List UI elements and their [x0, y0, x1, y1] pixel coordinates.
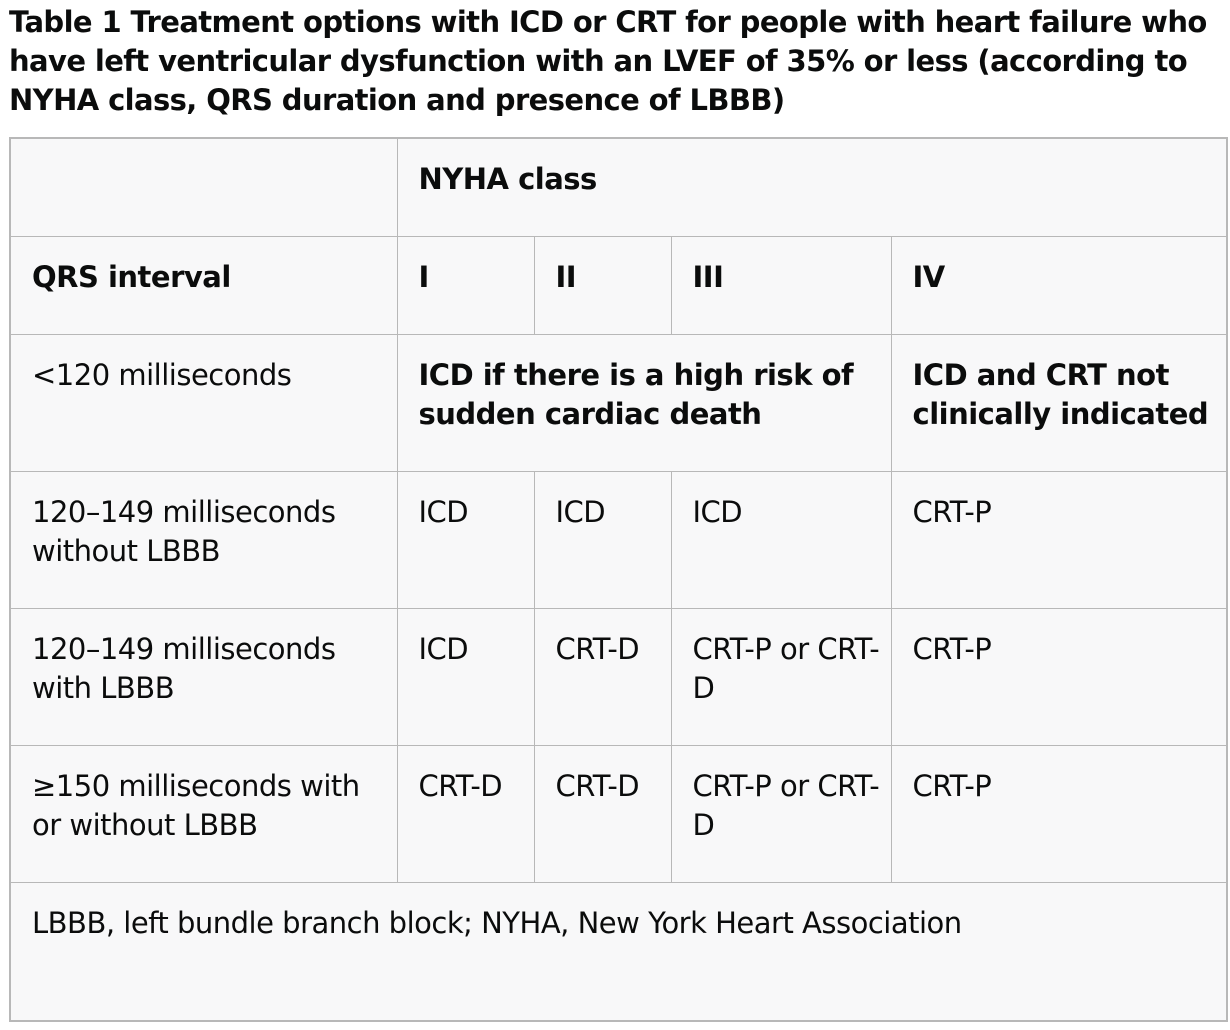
cell-class-ii: CRT-D — [533, 744, 672, 883]
class-iii-header: III — [670, 235, 892, 335]
row-label: 120–149 milliseconds with LBBB — [9, 607, 398, 746]
class-i-header: I — [396, 235, 535, 335]
class-iv-header: IV — [890, 235, 1228, 335]
class-ii-header: II — [533, 235, 672, 335]
table-row: 120–149 milliseconds with LBBB ICD CRT-D… — [9, 607, 1228, 746]
table-row: ≥150 milliseconds with or without LBBB C… — [9, 744, 1228, 883]
table-header-row-nyha: NYHA class — [9, 137, 1228, 237]
cell-class-iv: CRT-P — [890, 744, 1228, 883]
cell-class-i: ICD — [396, 470, 535, 609]
table-footnote-row: LBBB, left bundle branch block; NYHA, Ne… — [9, 881, 1228, 1022]
cell-class-i: ICD — [396, 607, 535, 746]
nyha-class-header: NYHA class — [396, 137, 1228, 237]
table-row: <120 milliseconds ICD if there is a high… — [9, 333, 1228, 472]
table-row: 120–149 milliseconds without LBBB ICD IC… — [9, 470, 1228, 609]
treatment-options-table: NYHA class QRS interval I II III IV <120… — [9, 137, 1228, 1022]
cell-class-i: CRT-D — [396, 744, 535, 883]
empty-header-cell — [9, 137, 398, 237]
cell-class-iii: ICD — [670, 470, 892, 609]
row-label: ≥150 milliseconds with or without LBBB — [9, 744, 398, 883]
cell-class-iii: CRT-P or CRT-D — [670, 607, 892, 746]
cell-class-iv: ICD and CRT not clinically indicated — [890, 333, 1228, 472]
row-label: 120–149 milliseconds without LBBB — [9, 470, 398, 609]
table-header-row-classes: QRS interval I II III IV — [9, 235, 1228, 335]
qrs-interval-header: QRS interval — [9, 235, 398, 335]
row-label: <120 milliseconds — [9, 333, 398, 472]
cell-class-iii: CRT-P or CRT-D — [670, 744, 892, 883]
cell-classes-i-to-iii: ICD if there is a high risk of sudden ca… — [396, 333, 892, 472]
cell-class-iv: CRT-P — [890, 607, 1228, 746]
cell-class-ii: ICD — [533, 470, 672, 609]
table-footnote: LBBB, left bundle branch block; NYHA, Ne… — [9, 881, 1228, 1022]
cell-class-ii: CRT-D — [533, 607, 672, 746]
table-caption: Table 1 Treatment options with ICD or CR… — [9, 5, 1207, 117]
cell-class-iv: CRT-P — [890, 470, 1228, 609]
